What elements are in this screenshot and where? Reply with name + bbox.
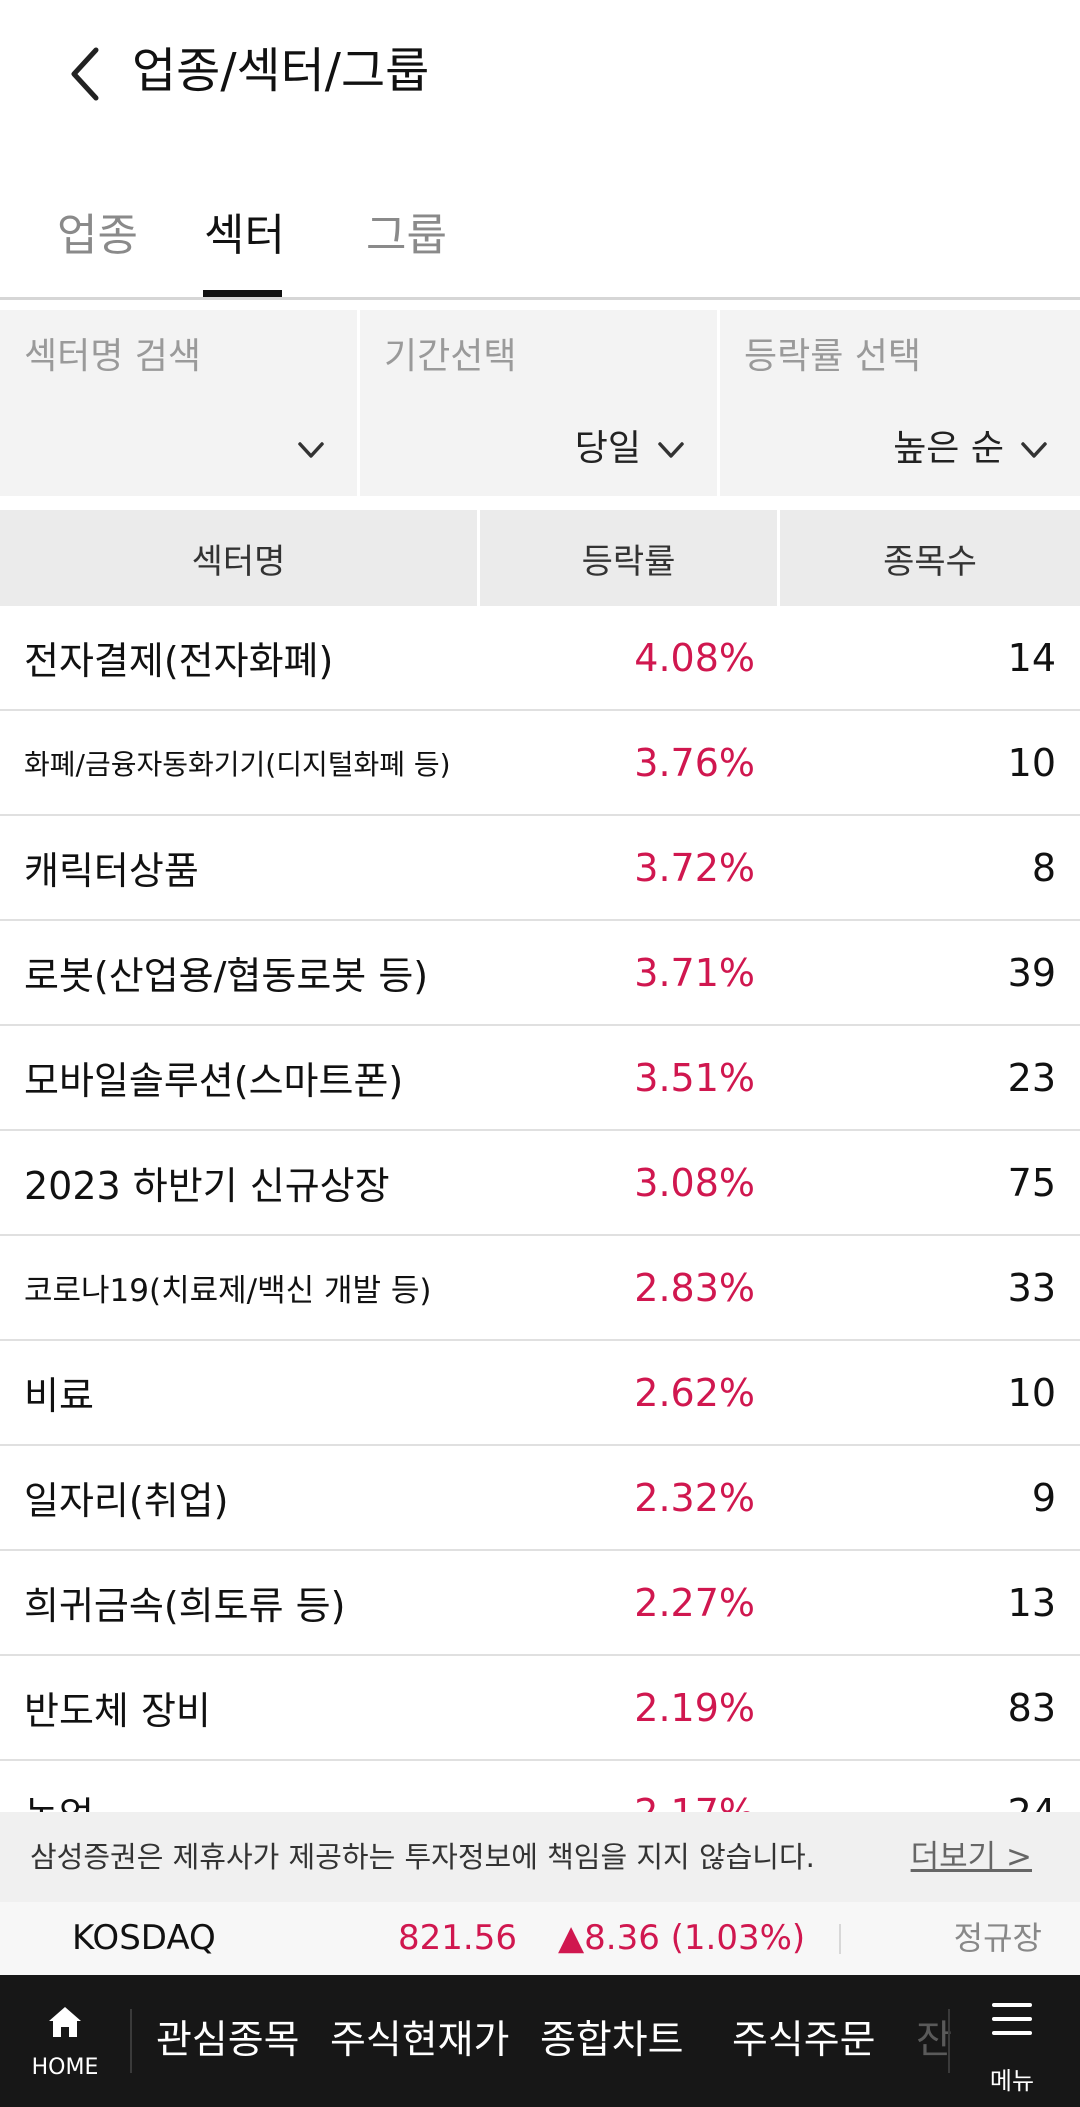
active-tab-indicator <box>203 290 282 297</box>
ticker-price: 821.56 <box>398 1918 517 1958</box>
table-row[interactable]: 2023 하반기 신규상장 3.08% 75 <box>0 1131 1080 1236</box>
table-row[interactable]: 희귀금속(희토류 등) 2.27% 13 <box>0 1551 1080 1656</box>
category-tabs: 업종 섹터 그룹 <box>0 190 1080 300</box>
chevron-down-icon <box>1021 442 1047 458</box>
table-header: 섹터명 등락률 종목수 <box>0 510 1080 606</box>
sector-name: 전자결제(전자화폐) <box>24 639 334 683</box>
menu-label: 메뉴 <box>989 2067 1035 2095</box>
table-row[interactable]: 일자리(취업) 2.32% 9 <box>0 1446 1080 1551</box>
sector-rate: 2.62% <box>634 1370 755 1415</box>
table-row[interactable]: 코로나19(치료제/백신 개발 등) 2.83% 33 <box>0 1236 1080 1341</box>
sector-rate: 2.83% <box>634 1265 755 1310</box>
sector-count: 13 <box>1007 1580 1056 1625</box>
table-row[interactable]: 캐릭터상품 3.72% 8 <box>0 816 1080 921</box>
nav-separator <box>130 2009 132 2073</box>
tab-industry[interactable]: 업종 <box>57 210 138 261</box>
disclaimer-text: 삼성증권은 제휴사가 제공하는 투자정보에 책임을 지지 않습니다. <box>30 1840 815 1874</box>
page-title: 업종/섹터/그룹 <box>132 43 430 99</box>
home-icon <box>49 2007 81 2037</box>
sector-rate: 3.71% <box>634 950 755 995</box>
nav-separator <box>948 2009 950 2073</box>
sector-list: 전자결제(전자화폐) 4.08% 14 화폐/금융자동화기기(디지털화폐 등) … <box>0 606 1080 1812</box>
sort-select-label: 등락률 선택 <box>744 336 922 377</box>
sector-rate: 2.19% <box>634 1685 755 1730</box>
back-button[interactable] <box>62 44 112 104</box>
sector-rate: 2.27% <box>634 1580 755 1625</box>
period-select-value: 당일 <box>574 428 641 469</box>
period-select-label: 기간선택 <box>384 336 517 377</box>
bottom-nav: HOME 관심종목 주식현재가 종합차트 주식주문 잔 메뉴 <box>0 1975 1080 2107</box>
ticker-divider <box>839 1924 841 1954</box>
column-header-rate[interactable]: 등락률 <box>477 510 777 606</box>
nav-item-stock-price[interactable]: 주식현재가 <box>330 2018 510 2063</box>
ticker-session: 정규장 <box>953 1919 1042 1957</box>
hamburger-menu-icon <box>992 2003 1032 2035</box>
sector-rate: 3.76% <box>634 740 755 785</box>
sector-count: 10 <box>1007 740 1056 785</box>
sector-name: 농업 <box>24 1761 94 1812</box>
nav-item-chart[interactable]: 종합차트 <box>540 2018 684 2063</box>
sector-rate: 3.08% <box>634 1160 755 1205</box>
sector-count: 75 <box>1007 1160 1056 1205</box>
sector-count: 14 <box>1007 635 1056 680</box>
chevron-left-icon <box>71 47 99 101</box>
sector-name: 일자리(취업) <box>24 1479 229 1523</box>
sector-name: 화폐/금융자동화기기(디지털화폐 등) <box>24 747 451 781</box>
table-row[interactable]: 농업 2.17% 24 <box>0 1761 1080 1813</box>
tab-group[interactable]: 그룹 <box>366 210 447 261</box>
sector-count: 39 <box>1007 950 1056 995</box>
more-link[interactable]: 더보기 > <box>910 1839 1032 1875</box>
ticker-index-name: KOSDAQ <box>72 1918 216 1958</box>
table-row[interactable]: 비료 2.62% 10 <box>0 1341 1080 1446</box>
column-header-count[interactable]: 종목수 <box>777 510 1080 606</box>
ticker-change: ▲8.36 (1.03%) <box>558 1918 806 1958</box>
sector-count: 83 <box>1007 1685 1056 1730</box>
market-ticker[interactable]: KOSDAQ 821.56 ▲8.36 (1.03%) 정규장 <box>0 1902 1080 1975</box>
chevron-down-icon <box>658 442 684 458</box>
sector-name: 희귀금속(희토류 등) <box>24 1584 346 1628</box>
sector-search-label: 섹터명 검색 <box>24 336 202 377</box>
sector-count: 33 <box>1007 1265 1056 1310</box>
nav-item-order[interactable]: 주식주문 <box>732 2018 876 2063</box>
sector-name: 비료 <box>24 1374 94 1418</box>
table-row[interactable]: 화폐/금융자동화기기(디지털화폐 등) 3.76% 10 <box>0 711 1080 816</box>
nav-item-balance-partial[interactable]: 잔 <box>916 2018 952 2063</box>
sector-count: 24 <box>1008 1761 1056 1813</box>
filter-bar: 섹터명 검색 기간선택 당일 등락률 선택 높은 순 <box>0 310 1080 496</box>
chevron-down-icon <box>298 442 324 458</box>
sector-count: 8 <box>1031 845 1056 890</box>
sector-count: 10 <box>1007 1370 1056 1415</box>
home-label: HOME <box>31 2055 99 2080</box>
table-row[interactable]: 로봇(산업용/협동로봇 등) 3.71% 39 <box>0 921 1080 1026</box>
sector-count: 9 <box>1031 1475 1056 1520</box>
sector-name: 모바일솔루션(스마트폰) <box>24 1059 404 1103</box>
sort-select[interactable]: 등락률 선택 높은 순 <box>720 310 1080 496</box>
tab-sector[interactable]: 섹터 <box>204 210 285 261</box>
sector-rate: 3.51% <box>634 1055 755 1100</box>
sector-name: 캐릭터상품 <box>24 849 199 893</box>
sort-select-value: 높은 순 <box>893 428 1004 469</box>
sector-name: 2023 하반기 신규상장 <box>24 1164 390 1208</box>
column-header-sector-name[interactable]: 섹터명 <box>191 541 286 582</box>
period-select[interactable]: 기간선택 당일 <box>360 310 717 496</box>
sector-rate: 2.17% <box>634 1761 755 1813</box>
home-button[interactable]: HOME <box>0 1975 130 2107</box>
app-header: 업종/섹터/그룹 <box>0 0 1080 150</box>
table-row[interactable]: 모바일솔루션(스마트폰) 3.51% 23 <box>0 1026 1080 1131</box>
sector-rate: 2.32% <box>634 1475 755 1520</box>
sector-name: 로봇(산업용/협동로봇 등) <box>24 954 429 998</box>
sector-rate: 3.72% <box>634 845 755 890</box>
sector-name: 반도체 장비 <box>24 1689 211 1733</box>
sector-count: 23 <box>1007 1055 1056 1100</box>
table-row[interactable]: 전자결제(전자화폐) 4.08% 14 <box>0 606 1080 711</box>
sector-rate: 4.08% <box>634 635 755 680</box>
menu-button[interactable]: 메뉴 <box>962 1975 1080 2107</box>
disclaimer-bar: 삼성증권은 제휴사가 제공하는 투자정보에 책임을 지지 않습니다. 더보기 > <box>0 1812 1080 1902</box>
table-row[interactable]: 반도체 장비 2.19% 83 <box>0 1656 1080 1761</box>
sector-search-dropdown[interactable]: 섹터명 검색 <box>0 310 357 496</box>
nav-item-watchlist[interactable]: 관심종목 <box>156 2018 300 2063</box>
sector-name: 코로나19(치료제/백신 개발 등) <box>24 1273 432 1309</box>
